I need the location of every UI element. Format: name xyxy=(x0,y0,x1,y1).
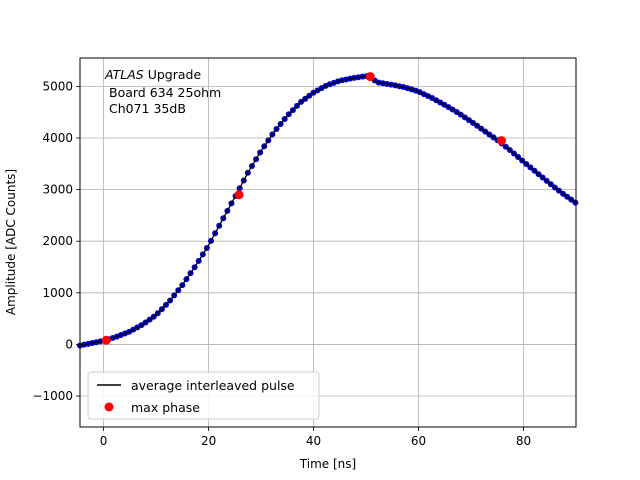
legend-label-line: average interleaved pulse xyxy=(131,378,295,393)
legend-box xyxy=(87,371,320,420)
annotation-line2: Board 634 25ohm xyxy=(109,85,221,100)
annotation-line1: ATLAS Upgrade xyxy=(104,67,201,82)
annotation-atlas: ATLAS xyxy=(104,67,144,82)
x-tick-label: 40 xyxy=(306,434,321,448)
y-tick-label: 3000 xyxy=(42,183,73,197)
max-phase-point xyxy=(496,136,506,146)
average-pulse-line xyxy=(79,75,577,347)
x-tick-label: 0 xyxy=(100,434,108,448)
y-tick-label: 1000 xyxy=(42,286,73,300)
plot-frame xyxy=(79,57,577,428)
y-ticks: −1000 0 1000 2000 3000 4000 5000 xyxy=(32,79,80,403)
max-phase-point xyxy=(101,335,111,345)
legend: average interleaved pulse max phase xyxy=(87,371,320,420)
series-line xyxy=(79,75,577,347)
y-tick-label: −1000 xyxy=(32,389,73,403)
y-tick-label: 2000 xyxy=(42,234,73,248)
y-axis-label: Amplitude [ADC Counts] xyxy=(4,169,18,315)
y-tick-label: 4000 xyxy=(42,131,73,145)
y-tick-label: 5000 xyxy=(42,79,73,93)
x-axis-label: Time [ns] xyxy=(299,457,356,471)
max-phase-point xyxy=(365,72,375,82)
x-tick-label: 80 xyxy=(516,434,531,448)
x-tick-label: 60 xyxy=(411,434,426,448)
x-ticks: 0 20 40 60 80 xyxy=(100,427,531,448)
legend-label-max-phase: max phase xyxy=(131,400,200,415)
annotation-upgrade: Upgrade xyxy=(144,67,202,82)
legend-marker-swatch xyxy=(104,402,114,412)
max-phase-points xyxy=(101,72,506,345)
max-phase-point xyxy=(234,190,244,200)
y-tick-label: 0 xyxy=(65,337,73,351)
annotation-line3: Ch071 35dB xyxy=(109,101,186,116)
x-tick-label: 20 xyxy=(201,434,216,448)
